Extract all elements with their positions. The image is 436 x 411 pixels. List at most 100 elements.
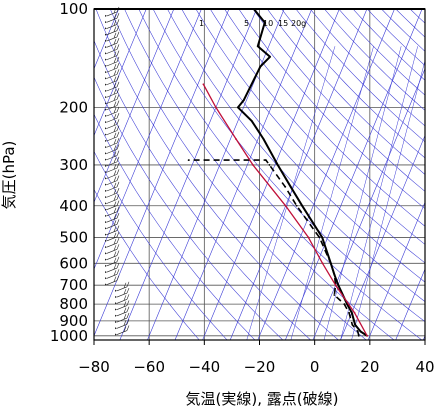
dry-adiabat-line <box>338 9 425 96</box>
wind-barb <box>115 300 130 311</box>
dry-adiabat-line <box>252 9 425 192</box>
wind-barb <box>105 19 120 30</box>
dry-adiabat-line <box>295 9 425 143</box>
wind-barb <box>105 31 120 42</box>
isotherm-line <box>202 9 340 340</box>
isotherm-line <box>119 9 257 340</box>
dry-adiabat-line <box>94 188 200 340</box>
temperature-point <box>242 99 245 101</box>
wind-barb <box>105 250 120 261</box>
isotherm-line <box>229 9 368 340</box>
parcel-point <box>251 164 254 166</box>
wind-barb <box>105 63 120 74</box>
mixing-ratio-line <box>323 46 402 340</box>
dewpoint-point <box>318 236 321 239</box>
parcel-point <box>284 204 287 207</box>
parcel-point <box>202 83 205 86</box>
temperature-point <box>259 65 262 68</box>
wind-barb <box>115 312 130 324</box>
wind-barb <box>105 125 120 136</box>
wind-barb <box>105 256 120 267</box>
dry-adiabat-line <box>152 9 425 322</box>
dewpoint-point <box>343 303 346 306</box>
mix-label-10: 10 <box>263 19 273 28</box>
dry-adiabat-line <box>209 9 425 245</box>
temperature-point <box>263 21 266 24</box>
wind-barb <box>115 287 130 299</box>
wind-barb <box>105 13 120 24</box>
wind-barb <box>105 56 120 67</box>
dry-adiabat-line <box>94 76 283 340</box>
y-tick-label: 700 <box>59 276 88 294</box>
wind-barb <box>105 38 120 49</box>
wind-barb <box>115 325 130 336</box>
isotherm-line <box>94 9 202 270</box>
y-tick-label: 600 <box>59 254 88 272</box>
mixing-ratio-line <box>340 46 418 340</box>
temperature-point <box>262 138 265 140</box>
dewpoint-point <box>357 334 360 337</box>
wind-barb <box>105 138 120 149</box>
temperature-point <box>276 164 279 166</box>
wind-barb <box>105 181 120 192</box>
dry-adiabat-line <box>238 9 425 210</box>
wind-barb <box>105 162 120 174</box>
dry-adiabat-line <box>281 9 425 159</box>
dry-adiabat-line <box>195 9 425 264</box>
dewpoint-point <box>268 164 271 166</box>
wind-barb <box>105 169 120 180</box>
wind-barb <box>105 219 120 230</box>
dry-adiabat-line <box>95 9 339 340</box>
temperature-point <box>250 120 253 122</box>
temperature-point <box>301 204 304 207</box>
wind-barb <box>105 244 120 255</box>
wind-barb <box>105 150 120 161</box>
dewpoint-point <box>284 185 287 188</box>
y-tick-label: 400 <box>59 197 88 215</box>
dry-adiabat-line <box>167 9 425 302</box>
mix-label-20g: 20g <box>291 19 306 28</box>
temperature-point <box>346 303 348 306</box>
dry-adiabat-line <box>124 9 395 340</box>
mixing-ratio-line <box>246 46 336 340</box>
wind-barb <box>105 194 120 205</box>
wind-barb <box>105 113 120 124</box>
wind-barb <box>105 269 120 280</box>
isotherm-line <box>285 9 423 340</box>
parcel-point <box>235 138 237 140</box>
temperature-point <box>337 284 340 287</box>
dewpoint-point <box>295 204 298 207</box>
wind-barb <box>105 81 120 92</box>
wind-barb <box>105 187 120 199</box>
wind-barb <box>105 50 120 61</box>
dry-adiabat-line <box>94 39 311 340</box>
parcel-point <box>366 334 368 337</box>
x-tick-label: −20 <box>244 358 276 376</box>
wind-barb <box>105 119 120 130</box>
isotherm-line <box>94 9 119 70</box>
y-tick-label: 300 <box>59 156 88 174</box>
wind-barb <box>105 69 120 80</box>
wind-barb <box>105 144 120 155</box>
y-tick-label: 800 <box>59 295 88 313</box>
temperature-point <box>289 185 292 188</box>
isotherm-line <box>94 9 147 137</box>
parcel-line <box>202 83 368 337</box>
dry-adiabat-line <box>352 9 425 81</box>
mix-label-5: 5 <box>244 19 249 28</box>
parcel-point <box>353 311 356 314</box>
dry-adiabat-line <box>138 9 422 340</box>
y-tick-label: 1000 <box>50 327 88 345</box>
dewpoint-point <box>333 294 336 296</box>
isotherm-line <box>94 9 230 337</box>
dry-adiabat-line <box>110 9 367 340</box>
dry-adiabat-line <box>267 9 425 175</box>
temperature-point <box>350 311 353 314</box>
temperature-point <box>269 55 271 58</box>
parcel-point <box>334 284 337 287</box>
y-tick-label: 900 <box>59 312 88 330</box>
wind-barb <box>105 225 120 236</box>
dewpoint-point <box>333 273 336 276</box>
y-tick-label: 500 <box>59 228 88 246</box>
dry-adiabat-line <box>181 9 425 283</box>
